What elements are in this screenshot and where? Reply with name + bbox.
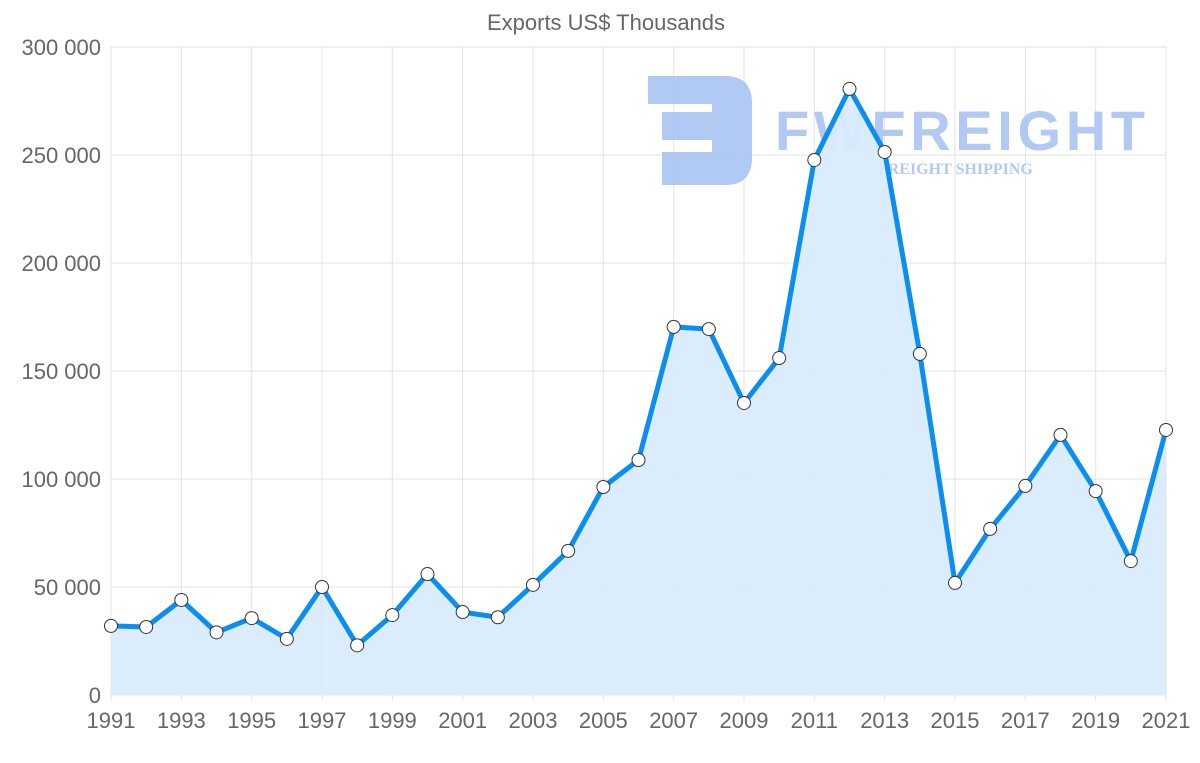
x-tick-label: 2007 <box>649 708 698 733</box>
data-point[interactable] <box>912 346 927 361</box>
y-tick-label: 250 000 <box>21 143 101 168</box>
data-point[interactable] <box>772 351 787 366</box>
x-tick-label: 2019 <box>1071 708 1120 733</box>
data-point[interactable] <box>1018 478 1033 493</box>
data-point[interactable] <box>490 610 505 625</box>
y-tick-label: 300 000 <box>21 35 101 60</box>
y-tick-label: 0 <box>89 683 101 708</box>
data-point[interactable] <box>420 567 435 582</box>
data-point[interactable] <box>807 152 822 167</box>
data-point[interactable] <box>526 577 540 592</box>
x-tick-label: 2017 <box>1001 708 1050 733</box>
data-point[interactable] <box>701 322 716 337</box>
x-tick-label: 1995 <box>227 708 276 733</box>
data-point[interactable] <box>1159 422 1173 437</box>
data-point[interactable] <box>631 452 646 467</box>
x-tick-label: 2005 <box>579 708 628 733</box>
data-point[interactable] <box>983 521 998 536</box>
area-fill <box>111 88 1166 695</box>
x-tick-label: 2015 <box>931 708 980 733</box>
data-point[interactable] <box>244 611 259 626</box>
x-tick-label: 2011 <box>791 708 838 733</box>
data-point[interactable] <box>877 144 892 159</box>
data-point[interactable] <box>948 575 962 590</box>
data-point[interactable] <box>1088 484 1103 499</box>
x-tick-label: 1993 <box>157 708 206 733</box>
data-point[interactable] <box>139 619 154 634</box>
y-tick-label: 50 000 <box>34 575 101 600</box>
data-point[interactable] <box>315 580 329 594</box>
data-point[interactable] <box>842 81 857 96</box>
data-point[interactable] <box>279 631 294 646</box>
data-point[interactable] <box>455 605 470 620</box>
x-tick-label: 2013 <box>860 708 909 733</box>
x-tick-label: 2021 <box>1142 708 1191 733</box>
x-tick-label: 2009 <box>720 708 769 733</box>
data-point[interactable] <box>561 543 576 558</box>
y-tick-label: 100 000 <box>21 467 101 492</box>
x-tick-label: 2001 <box>438 708 487 733</box>
data-point[interactable] <box>737 395 751 410</box>
data-point[interactable] <box>209 625 224 640</box>
watermark-tagline: FREIGHT SHIPPING <box>878 161 1033 178</box>
watermark-logo: FWFREIGHT FREIGHT SHIPPING <box>648 76 1145 185</box>
data-point[interactable] <box>1053 427 1068 442</box>
data-point[interactable] <box>104 618 118 633</box>
data-point[interactable] <box>596 479 611 494</box>
x-tick-label: 1997 <box>298 708 347 733</box>
logo-icon <box>648 76 752 185</box>
data-point[interactable] <box>385 608 400 623</box>
data-point[interactable] <box>666 319 681 334</box>
x-tick-label: 2003 <box>509 708 558 733</box>
data-point[interactable] <box>350 638 365 653</box>
data-point[interactable] <box>174 592 189 607</box>
data-point[interactable] <box>1123 554 1138 569</box>
x-tick-label: 1991 <box>87 708 136 733</box>
x-tick-label: 1999 <box>368 708 417 733</box>
y-tick-label: 200 000 <box>21 251 101 276</box>
chart-title: Exports US$ Thousands <box>487 10 725 35</box>
y-tick-label: 150 000 <box>21 359 101 384</box>
